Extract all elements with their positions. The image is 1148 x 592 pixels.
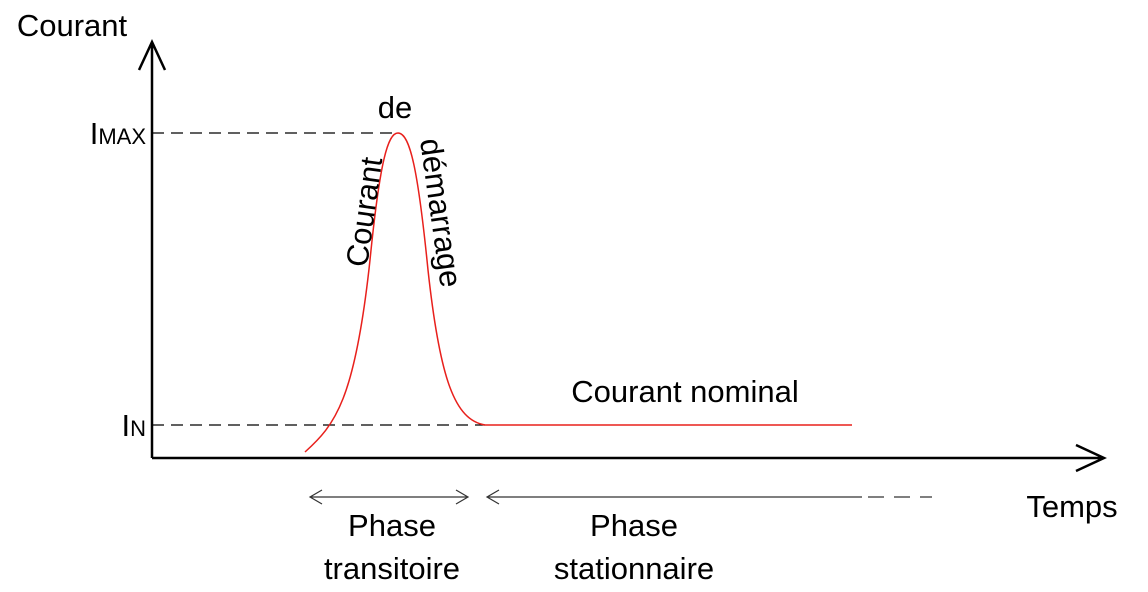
- transient-arrow: [308, 489, 470, 505]
- imax-label: IMAX: [90, 116, 147, 151]
- in-sub: N: [130, 416, 146, 441]
- x-axis: [152, 443, 1107, 473]
- phase-2-line-2: stationnaire: [554, 551, 714, 586]
- imax-sub: MAX: [98, 124, 146, 149]
- imax-main: I: [90, 116, 99, 151]
- phase-1-line-2: transitoire: [324, 551, 460, 586]
- steady-arrow: [485, 489, 862, 505]
- in-main: I: [121, 408, 130, 443]
- peak-label-2: de: [378, 90, 412, 125]
- y-axis: [137, 39, 167, 458]
- y-axis-label: Courant: [17, 8, 128, 43]
- nominal-label: Courant nominal: [571, 374, 798, 409]
- phase-1-line-1: Phase: [348, 508, 436, 543]
- peak-label-1: Courant: [339, 155, 389, 269]
- x-axis-label: Temps: [1026, 489, 1117, 524]
- in-label: IN: [121, 408, 146, 443]
- phase-2-line-1: Phase: [590, 508, 678, 543]
- current-curve: [304, 132, 852, 453]
